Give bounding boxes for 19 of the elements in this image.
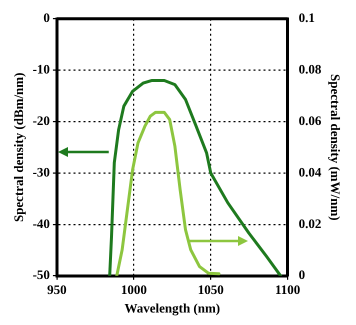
y2-tick-label: 0.06 xyxy=(298,112,322,128)
y2-tick-label: 0 xyxy=(298,267,306,282)
y-tick-label: -10 xyxy=(32,62,50,77)
y2-tick-label: 0.1 xyxy=(298,10,315,26)
y2-tick-label: 0.04 xyxy=(298,164,322,180)
y2-tick-label: 0.08 xyxy=(298,62,322,77)
x-tick-label: 950 xyxy=(47,282,67,297)
x-tick-label: 1100 xyxy=(275,282,300,297)
y-tick-label: -50 xyxy=(32,267,50,282)
y-axis-title: Spectral density (dBm/nm) xyxy=(11,72,26,222)
x-tick-label: 1050 xyxy=(198,282,224,297)
x-axis-title: Wavelength (nm) xyxy=(124,300,220,316)
y-tick-label: 0 xyxy=(43,10,50,26)
y-tick-label: -30 xyxy=(32,164,50,180)
y2-axis-title: Spectral density (mW/nm) xyxy=(328,74,343,221)
y-tick-label: -40 xyxy=(32,216,50,231)
y2-tick-label: 0.02 xyxy=(298,216,322,231)
x-tick-label: 1000 xyxy=(120,282,147,297)
y-tick-label: -20 xyxy=(32,112,50,128)
